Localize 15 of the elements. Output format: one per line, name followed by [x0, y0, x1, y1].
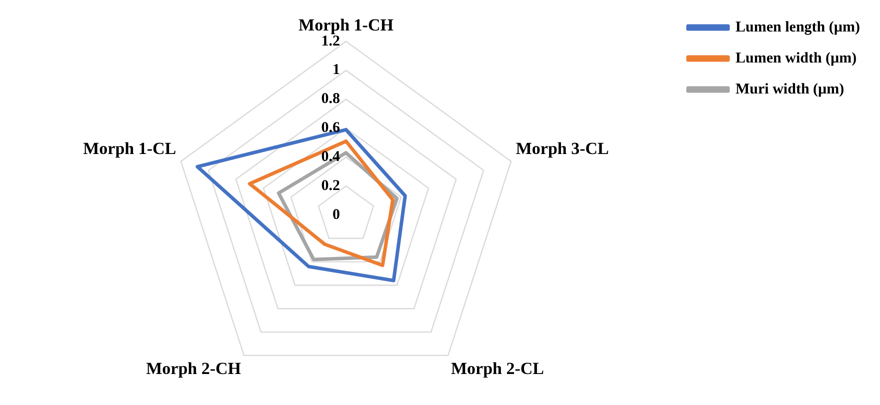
spoke-label: Morph 2-CH — [146, 359, 242, 378]
spoke-label: Morph 2-CL — [450, 359, 544, 378]
spoke-label: Morph 3-CL — [516, 139, 609, 158]
y-tick-label: 0.4 — [321, 149, 340, 166]
legend-label: Muri width (µm) — [736, 81, 844, 98]
y-tick-label: 0.2 — [321, 178, 340, 194]
legend-label: Lumen length (µm) — [736, 19, 860, 36]
y-tick-label: 1 — [332, 62, 340, 78]
y-tick-label: 1.2 — [321, 33, 340, 50]
legend-label: Lumen width (µm) — [736, 50, 857, 66]
spoke-label: Morph 1-CH — [298, 16, 394, 35]
y-tick-label: 0 — [332, 206, 340, 223]
y-tick-label: 0.8 — [321, 91, 340, 108]
y-tick-label: 0.6 — [321, 120, 340, 136]
spoke-label: Morph 1-CL — [83, 139, 176, 158]
